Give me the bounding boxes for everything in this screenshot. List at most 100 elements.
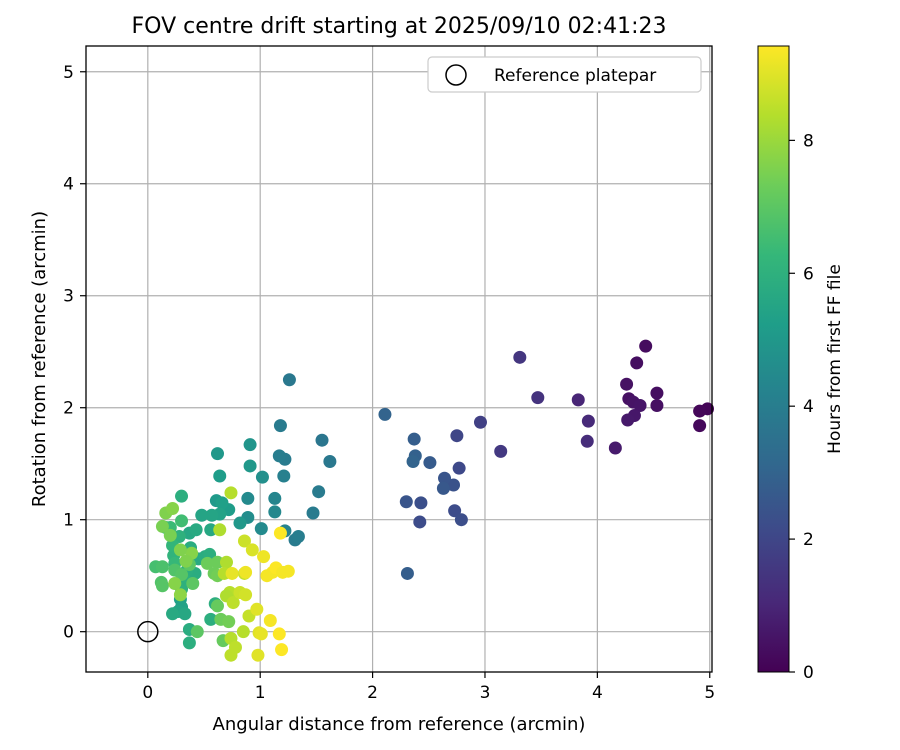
y-tick-label: 2 — [63, 399, 74, 419]
data-point — [414, 496, 428, 510]
data-point — [175, 568, 189, 582]
data-point — [205, 508, 219, 522]
legend-label: Reference platepar — [494, 66, 656, 86]
data-point — [513, 350, 527, 364]
x-tick-label: 1 — [255, 683, 266, 703]
data-point — [200, 556, 214, 570]
data-point — [236, 625, 250, 639]
data-point — [473, 415, 487, 429]
y-axis-label: Rotation from reference (arcmin) — [29, 211, 50, 507]
y-tick-label: 4 — [63, 175, 74, 195]
data-point — [168, 577, 182, 591]
data-point — [195, 508, 209, 522]
data-point — [282, 373, 296, 387]
chart-title: FOV centre drift starting at 2025/09/10 … — [132, 14, 667, 39]
data-point — [239, 565, 253, 579]
data-point — [175, 514, 189, 528]
data-point — [423, 456, 437, 470]
colorbar-tick-label: 4 — [803, 397, 814, 417]
data-point — [255, 470, 269, 484]
data-point — [273, 419, 287, 433]
data-point — [190, 625, 204, 639]
y-tick-label: 1 — [63, 511, 74, 531]
data-point — [225, 566, 239, 580]
data-point — [406, 454, 420, 468]
data-point — [215, 496, 229, 510]
data-point — [178, 607, 192, 621]
data-point — [291, 529, 305, 543]
data-point — [263, 613, 277, 627]
y-tick-label: 5 — [63, 63, 74, 83]
y-tick-label: 3 — [63, 287, 74, 307]
data-point — [175, 489, 189, 503]
data-point — [630, 356, 644, 370]
x-tick-label: 2 — [367, 683, 378, 703]
data-point — [182, 636, 196, 650]
data-point — [222, 615, 236, 629]
legend: Reference platepar — [427, 56, 702, 93]
data-point — [213, 469, 227, 483]
colorbar-tick-label: 2 — [803, 530, 814, 550]
data-point — [250, 602, 264, 616]
colorbar-tick-label: 6 — [803, 264, 814, 284]
data-point — [323, 454, 337, 468]
data-points — [149, 339, 715, 662]
data-point — [650, 386, 664, 400]
data-point — [277, 469, 291, 483]
legend-box — [427, 56, 702, 93]
data-point — [275, 643, 289, 657]
data-point — [448, 504, 462, 518]
data-point — [155, 519, 169, 533]
data-point — [228, 640, 242, 654]
data-point — [155, 579, 169, 593]
data-point — [219, 555, 233, 569]
data-point — [204, 612, 218, 626]
reference-point — [137, 620, 159, 643]
x-tick-label: 4 — [592, 683, 603, 703]
data-point — [254, 627, 268, 641]
data-point — [226, 596, 240, 610]
data-point — [243, 459, 257, 473]
data-point — [378, 407, 392, 421]
data-point — [254, 522, 268, 536]
x-axis-label: Angular distance from reference (arcmin) — [213, 714, 586, 735]
data-point — [173, 588, 187, 602]
data-point — [581, 414, 595, 428]
data-point — [621, 413, 635, 427]
data-point — [233, 516, 247, 530]
data-point — [650, 398, 664, 412]
data-point — [173, 543, 187, 557]
colorbar-label: Hours from first FF file — [825, 264, 845, 454]
data-point — [306, 506, 320, 520]
data-point — [186, 577, 200, 591]
data-point — [163, 528, 177, 542]
data-point — [452, 461, 466, 475]
data-point — [239, 588, 253, 602]
data-point — [204, 523, 218, 537]
data-point — [438, 471, 452, 485]
data-point — [407, 432, 421, 446]
data-point — [210, 447, 224, 461]
data-point — [633, 398, 647, 412]
data-point — [237, 534, 251, 548]
grid-lines — [86, 46, 712, 672]
data-point — [693, 419, 707, 433]
data-point — [241, 491, 255, 505]
plot-frame — [85, 45, 713, 673]
colorbar-tick-label: 8 — [803, 131, 814, 151]
x-axis-ticks: 0 1 2 3 4 5 — [142, 672, 715, 703]
data-point — [272, 449, 286, 463]
legend-marker — [445, 64, 467, 86]
data-point — [447, 478, 461, 492]
data-point — [494, 444, 508, 458]
data-point — [210, 599, 224, 613]
data-point — [268, 505, 282, 519]
data-point — [281, 564, 295, 578]
data-point — [413, 515, 427, 529]
data-point — [608, 441, 622, 455]
data-point — [450, 429, 464, 443]
x-tick-label: 0 — [142, 683, 153, 703]
data-point — [155, 560, 169, 574]
data-point — [399, 495, 413, 509]
data-point — [257, 550, 271, 564]
